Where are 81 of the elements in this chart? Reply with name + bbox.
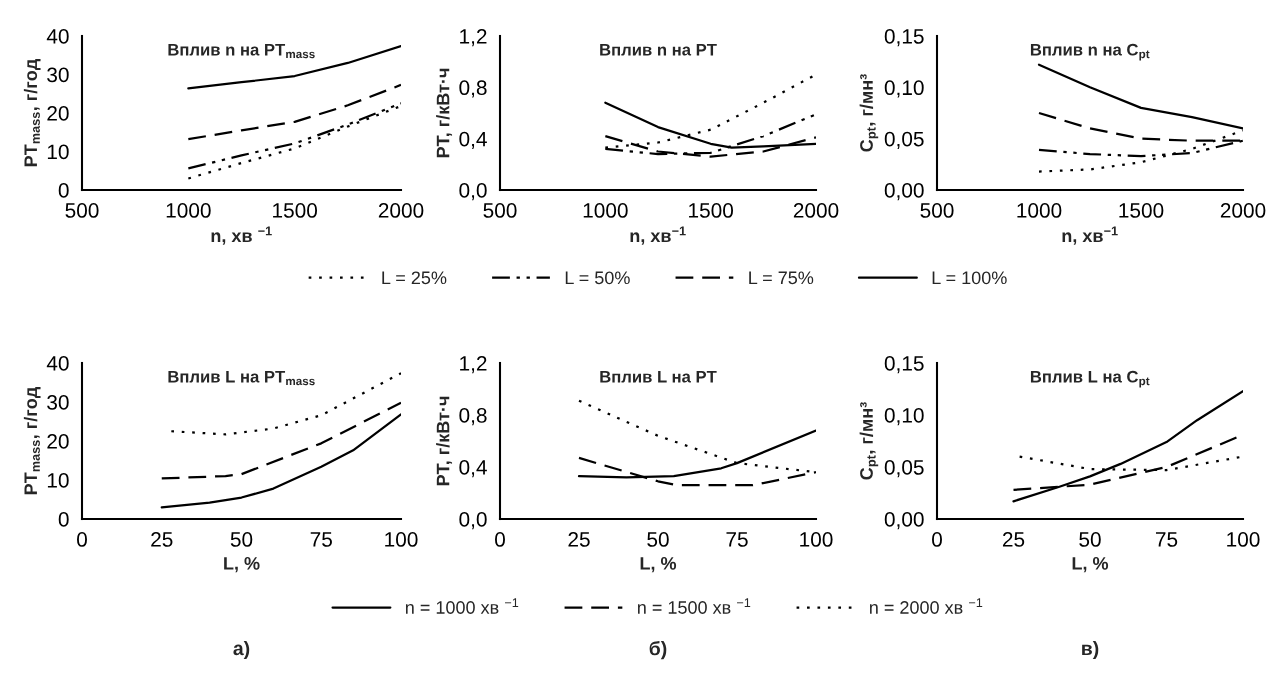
legend-label: L = 25% [382,271,447,285]
y-tick-label: 0,15 [884,356,924,374]
x-tick-label: 0 [495,532,505,547]
text: в) [1082,640,1099,660]
chart-title: Вплив n на PT [600,43,717,56]
chart-title: Вплив L на C$_{pt}$ [1030,370,1150,388]
legend-label: n = 2000 хв $^{−1}$ [870,598,983,614]
y-tick-label: 0,8 [459,80,487,98]
x-tick-label: 50 [230,532,253,547]
x-tick-label: 500 [483,203,517,218]
x-tick-label: 1500 [273,203,318,218]
legend-label: L = 50% [565,271,630,285]
text: б) [649,640,667,660]
y-tick-label: 30 [47,67,69,83]
y-tick-label: 0,00 [884,512,924,530]
x-tick-label: 75 [310,532,332,547]
x-axis-title: L, % [640,557,677,573]
x-tick-label: 50 [647,532,669,547]
x-tick-label: 1000 [583,203,628,218]
chart-title: Вплив L на PT [600,370,717,383]
y-tick-label: 10 [47,144,69,160]
legend-label: L = 100% [932,271,1007,285]
y-tick-label: 10 [47,473,69,488]
x-tick-label: 0 [77,532,87,547]
legend-label: L = 75% [749,271,814,285]
y-tick-label: 0,15 [884,29,924,47]
x-tick-label: 2000 [378,203,424,218]
x-tick-label: 1000 [166,203,211,218]
x-tick-label: 0 [932,532,942,547]
y-tick-label: 0,10 [884,408,924,426]
x-tick-label: 75 [726,532,748,547]
x-tick-label: 75 [1155,532,1178,547]
y-tick-label: 1,2 [460,356,487,374]
x-tick-label: 100 [800,532,833,547]
chart-title: Вплив L на PT$_{mass}$ [168,370,315,386]
chart-title: Вплив n на C$_{pt}$ [1030,43,1150,61]
x-axis-title: L, % [1072,557,1109,573]
x-tick-label: 25 [1002,532,1025,547]
x-tick-label: 1500 [689,203,734,218]
x-tick-label: 50 [1079,532,1101,547]
x-tick-label: 100 [1227,532,1260,547]
y-tick-label: 0,00 [884,183,924,201]
y-tick-label: 20 [47,106,69,121]
y-tick-label: 0,0 [459,183,487,201]
x-tick-label: 500 [920,203,954,218]
x-tick-label: 1500 [1119,203,1164,218]
y-tick-label: 1,2 [460,29,487,47]
y-tick-label: 0,4 [459,460,487,478]
y-tick-label: 0,8 [459,408,487,426]
x-axis-title: n, хв$^{−1}$ [630,226,686,245]
y-tick-label: 0,4 [459,131,487,149]
x-tick-label: 500 [65,203,99,218]
y-tick-label: 40 [46,356,69,371]
y-tick-label: 0,05 [884,131,924,149]
x-tick-label: 25 [151,532,173,547]
x-tick-label: 100 [385,532,418,547]
y-axis-title: PT, г/кВт·ч [436,396,453,486]
x-tick-label: 1000 [1017,203,1062,218]
x-tick-label: 2000 [1220,203,1266,218]
y-tick-label: 40 [46,29,69,44]
y-axis-title: PT, г/кВт·ч [436,68,453,158]
y-axis-title: PT$_{mass}$, г/год [23,387,41,495]
x-axis-title: n, хв$^{−1}$ [1062,226,1118,245]
x-axis-title: L, % [224,557,260,573]
y-axis-title: PT$_{mass}$, г/год [23,59,41,167]
y-axis-title: C$_{pt}$, г/мн³ [859,74,879,152]
y-tick-label: 0 [58,183,69,198]
text: а) [233,640,250,660]
chart-title: Вплив n на PT$_{mass}$ [168,43,315,59]
x-tick-label: 2000 [793,203,839,218]
y-tick-label: 0,10 [884,80,924,98]
y-axis-title: C$_{pt}$, г/мн³ [859,402,879,480]
y-tick-label: 0,05 [884,460,924,478]
x-axis-title: n, хв $^{−1}$ [211,226,272,245]
y-tick-label: 20 [47,434,69,449]
legend-label: n = 1500 хв $^{−1}$ [637,598,751,614]
y-tick-label: 30 [47,395,69,410]
y-tick-label: 0,0 [459,512,487,530]
legend-label: n = 1000 хв $^{−1}$ [405,598,519,614]
y-tick-label: 0 [58,512,69,527]
x-tick-label: 25 [568,532,590,547]
